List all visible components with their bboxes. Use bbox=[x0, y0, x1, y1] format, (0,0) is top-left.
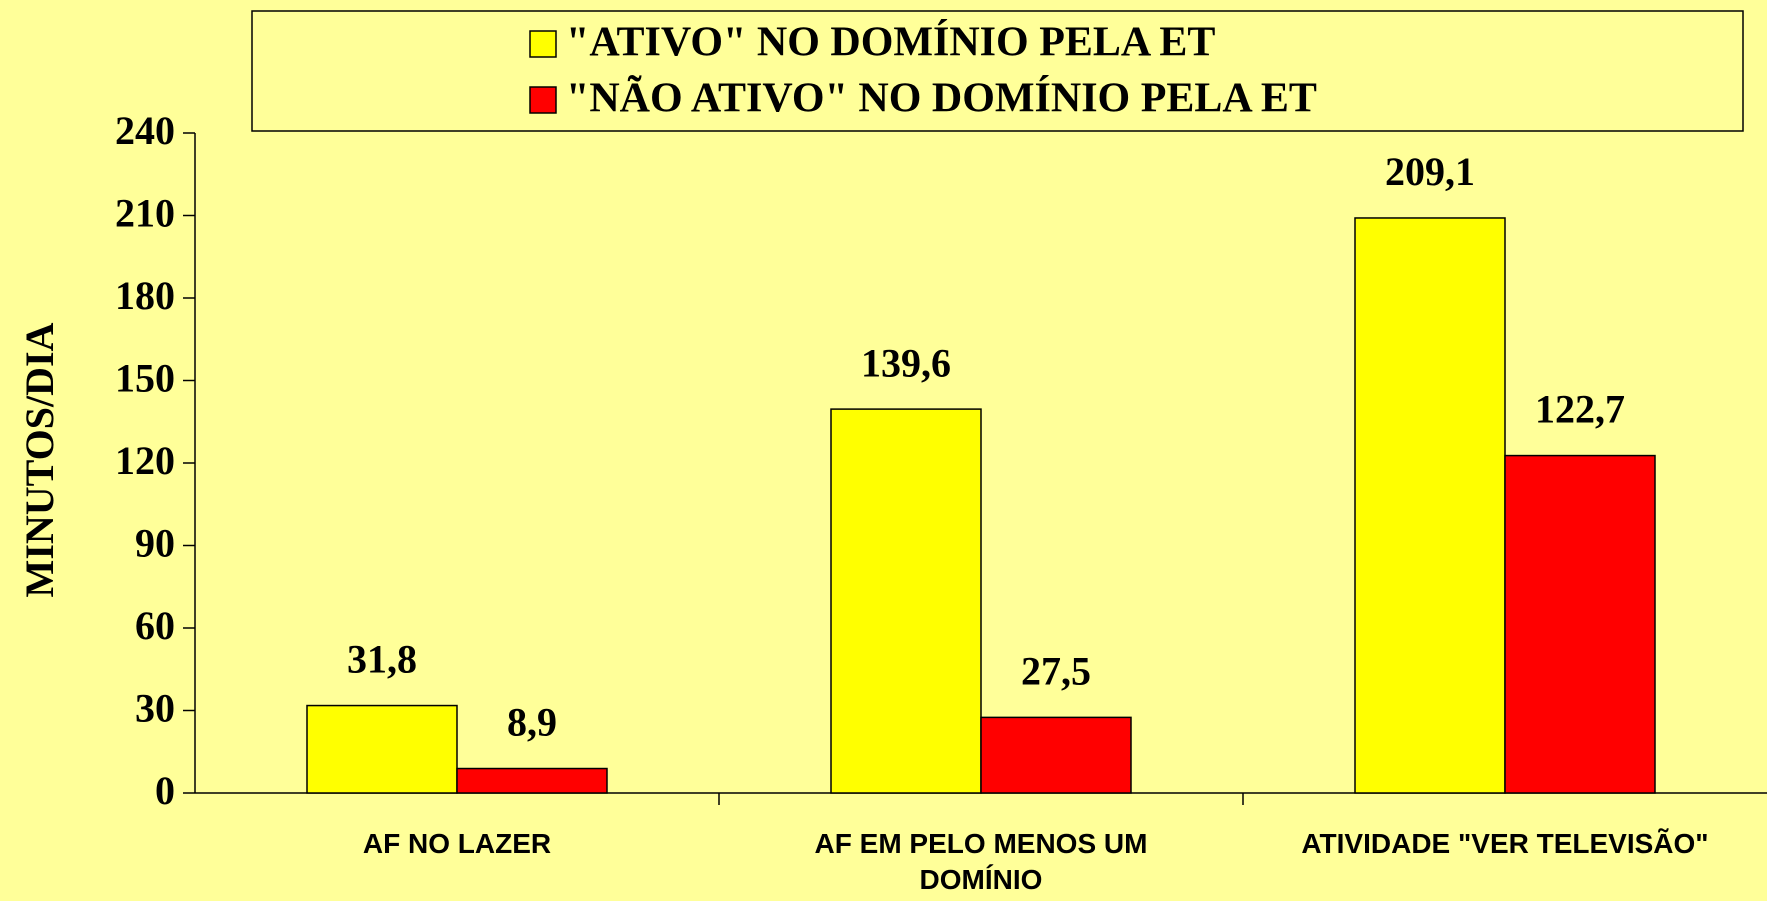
data-label: 31,8 bbox=[347, 637, 417, 682]
y-tick-label: 120 bbox=[115, 438, 175, 483]
bar bbox=[1354, 217, 1506, 794]
x-tick-label: AF EM PELO MENOS UM DOMÍNIO bbox=[814, 828, 1148, 895]
legend-swatch bbox=[529, 30, 557, 58]
legend-box bbox=[251, 10, 1744, 132]
y-tick-label: 240 bbox=[115, 108, 175, 153]
bar bbox=[830, 408, 982, 794]
bar bbox=[1504, 454, 1656, 794]
data-label: 122,7 bbox=[1535, 387, 1625, 432]
bar bbox=[980, 716, 1132, 794]
legend-label: "ATIVO" NO DOMÍNIO PELA ET bbox=[566, 19, 1215, 66]
legend-label: "NÃO ATIVO" NO DOMÍNIO PELA ET bbox=[566, 75, 1317, 122]
legend-swatch bbox=[529, 86, 557, 114]
y-tick-label: 30 bbox=[135, 686, 175, 731]
y-tick-label: 150 bbox=[115, 356, 175, 401]
y-tick-label: 210 bbox=[115, 191, 175, 236]
data-label: 8,9 bbox=[507, 700, 557, 745]
y-tick-label: 90 bbox=[135, 521, 175, 566]
y-tick-label: 180 bbox=[115, 273, 175, 318]
x-tick-label: ATIVIDADE "VER TELEVISÃO" bbox=[1301, 828, 1709, 859]
data-label: 209,1 bbox=[1385, 149, 1475, 194]
x-tick-label: AF NO LAZER bbox=[362, 828, 552, 859]
y-axis-label: MINUTOS/DIA bbox=[17, 322, 62, 597]
data-label: 27,5 bbox=[1021, 649, 1091, 694]
y-tick-label: 0 bbox=[155, 768, 175, 813]
y-tick-label: 60 bbox=[135, 603, 175, 648]
data-label: 139,6 bbox=[861, 340, 951, 385]
bar bbox=[306, 704, 458, 794]
bar bbox=[456, 767, 608, 794]
